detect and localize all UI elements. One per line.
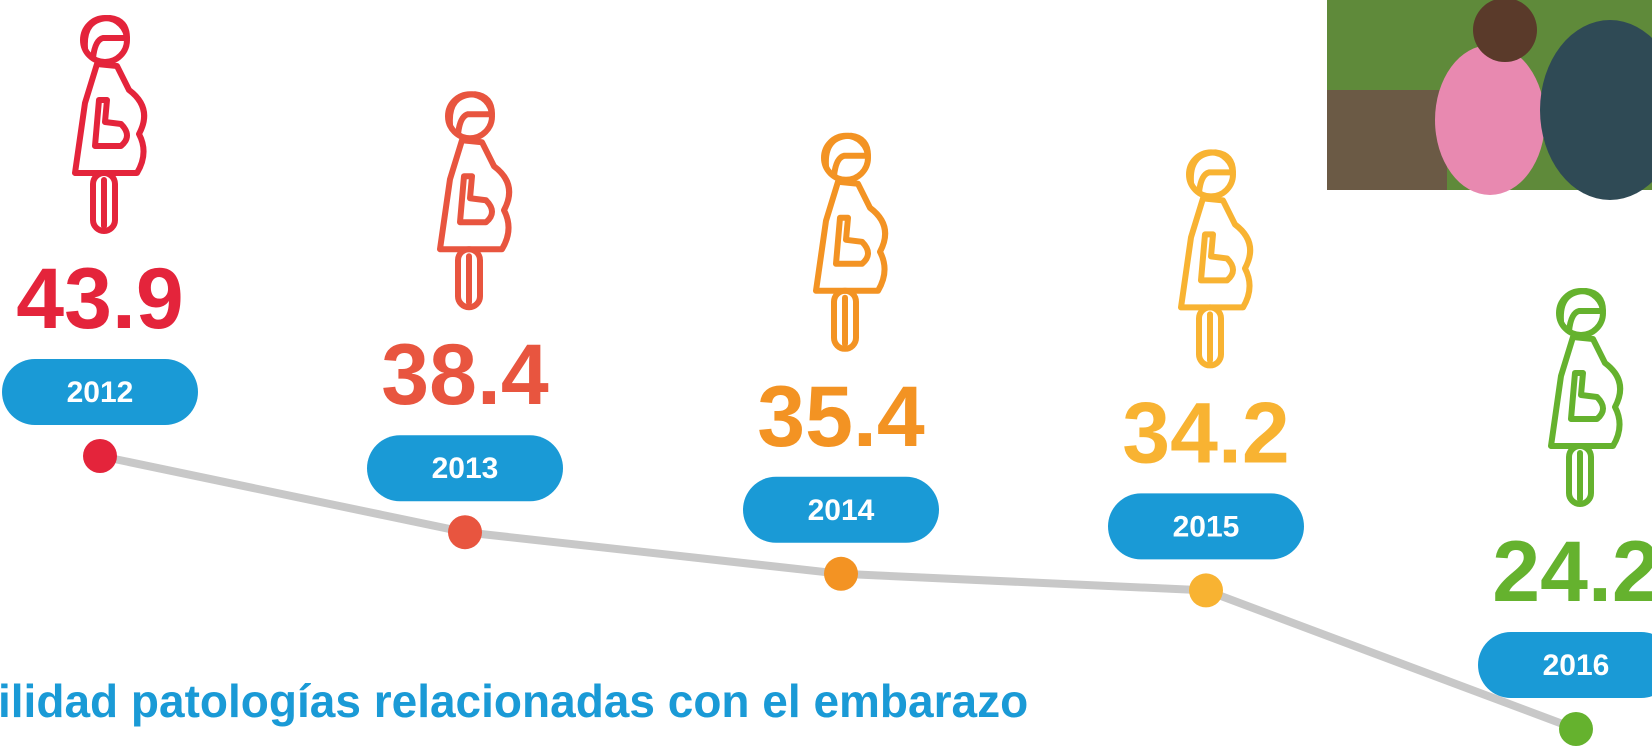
year-label: 2015 xyxy=(1173,510,1240,543)
year-pill xyxy=(1108,493,1304,560)
icon-body xyxy=(1548,334,1624,449)
icon-leg xyxy=(1566,443,1594,507)
value-label: 43.9 xyxy=(16,251,183,347)
pregnant-icon xyxy=(72,15,148,234)
icon-leg xyxy=(90,170,118,234)
photo xyxy=(1327,0,1652,200)
icon-heart xyxy=(457,173,495,226)
icon-hair xyxy=(1187,149,1236,196)
icon-hair xyxy=(1557,288,1606,334)
year-pill xyxy=(367,435,563,502)
year-label: 2014 xyxy=(808,494,875,527)
photo-bench xyxy=(1327,90,1447,190)
data-point xyxy=(824,556,858,591)
icon-hair xyxy=(81,15,130,61)
photo-child xyxy=(1435,45,1545,195)
year-label: 2012 xyxy=(67,376,134,409)
year-pill xyxy=(1478,632,1652,698)
year-label: 2016 xyxy=(1543,649,1610,682)
pregnant-icon xyxy=(1178,149,1254,369)
icon-heart xyxy=(92,97,130,149)
data-point xyxy=(1189,573,1223,608)
value-label: 24.2 xyxy=(1492,524,1652,620)
icon-hair xyxy=(446,91,495,138)
icon-leg xyxy=(455,246,483,311)
value-label: 35.4 xyxy=(757,369,925,465)
photo-child-head xyxy=(1473,0,1537,62)
data-point xyxy=(83,439,117,473)
icon-body xyxy=(72,61,148,176)
icon-body xyxy=(813,178,889,294)
year-pill xyxy=(743,476,939,543)
icon-leg xyxy=(831,287,859,352)
data-point xyxy=(448,515,482,550)
icon-heart xyxy=(833,214,871,267)
icon-leg xyxy=(1196,304,1224,369)
icon-heart xyxy=(1198,231,1236,284)
pregnant-icon xyxy=(437,91,513,311)
year-label: 2013 xyxy=(432,452,499,485)
value-label: 34.2 xyxy=(1122,385,1289,481)
icon-heart xyxy=(1568,370,1606,422)
icon-body xyxy=(1178,195,1254,311)
photo-mother xyxy=(1540,20,1652,200)
value-label: 38.4 xyxy=(381,327,549,423)
chart-title: ilidad patologías relacionadas con el em… xyxy=(0,675,1028,727)
pregnant-icon xyxy=(1548,288,1624,507)
pregnant-icon xyxy=(813,132,889,352)
icon-body xyxy=(437,137,513,253)
year-pill xyxy=(2,359,198,425)
icon-hair xyxy=(822,132,871,179)
data-point xyxy=(1559,712,1593,746)
